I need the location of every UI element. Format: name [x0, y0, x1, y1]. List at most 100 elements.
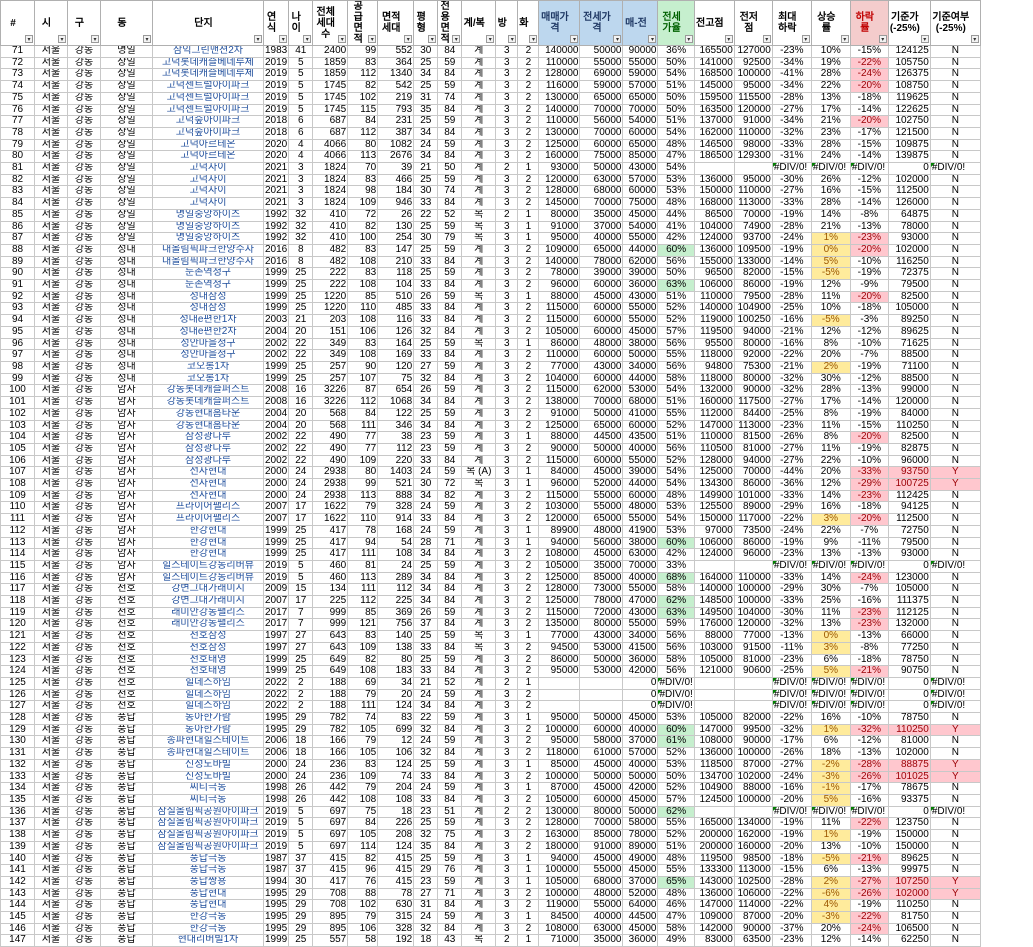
- table-cell[interactable]: 고덕자이: [152, 185, 264, 199]
- table-cell[interactable]: 109000: [693, 911, 735, 924]
- table-cell[interactable]: 133000: [733, 255, 773, 269]
- table-cell[interactable]: 699: [377, 723, 415, 737]
- table-cell[interactable]: 서울: [34, 349, 68, 362]
- table-cell[interactable]: 59: [437, 173, 463, 187]
- table-cell[interactable]: 162000: [693, 126, 735, 140]
- table-cell[interactable]: 2: [517, 840, 540, 854]
- table-cell[interactable]: -15%: [849, 138, 889, 152]
- table-cell[interactable]: -2%: [810, 758, 851, 772]
- table-cell[interactable]: 계: [461, 91, 497, 105]
- table-cell[interactable]: 133: [0, 770, 35, 784]
- table-cell[interactable]: 서울: [34, 115, 68, 128]
- table-cell[interactable]: 45000: [579, 466, 624, 480]
- table-cell[interactable]: 5: [288, 817, 314, 831]
- table-cell[interactable]: 29: [288, 911, 314, 924]
- table-cell[interactable]: 8: [288, 255, 314, 269]
- table-cell[interactable]: 강동롯데캐슬퍼스트: [152, 396, 264, 409]
- table-cell[interactable]: 2: [495, 162, 519, 175]
- table-cell[interactable]: 2938: [312, 478, 349, 491]
- table-cell[interactable]: 33: [413, 513, 439, 526]
- table-cell[interactable]: 계: [461, 407, 497, 421]
- table-cell[interactable]: 강동: [67, 688, 101, 702]
- table-cell[interactable]: 강동: [67, 337, 101, 351]
- table-cell[interactable]: 풍납: [100, 899, 153, 913]
- table-cell[interactable]: 서울: [34, 595, 68, 608]
- table-cell[interactable]: N: [929, 747, 981, 760]
- table-cell[interactable]: 84: [437, 302, 463, 316]
- table-cell[interactable]: 70000: [622, 559, 659, 573]
- table-cell[interactable]: 3: [495, 817, 519, 831]
- table-cell[interactable]: 80: [347, 466, 379, 480]
- table-cell[interactable]: 1%: [810, 232, 851, 245]
- table-cell[interactable]: 4%: [810, 899, 851, 913]
- table-cell[interactable]: 115000: [538, 384, 581, 398]
- table-cell[interactable]: 한강현대: [152, 524, 264, 538]
- table-cell[interactable]: 20: [288, 407, 314, 421]
- table-cell[interactable]: 계: [461, 138, 497, 152]
- table-cell[interactable]: 서울: [34, 255, 68, 269]
- table-cell[interactable]: 139875: [887, 150, 931, 164]
- table-cell[interactable]: 71625: [887, 337, 931, 351]
- table-cell[interactable]: -41%: [771, 68, 812, 82]
- table-cell[interactable]: 3: [495, 372, 519, 386]
- table-cell[interactable]: 79500: [887, 536, 931, 550]
- table-cell[interactable]: 명일중앙하이츠: [152, 220, 264, 234]
- table-cell[interactable]: 3: [495, 454, 519, 468]
- table-cell[interactable]: -19%: [771, 208, 812, 222]
- table-cell[interactable]: 3: [495, 150, 519, 164]
- table-cell[interactable]: 109: [347, 197, 379, 210]
- table-cell[interactable]: 2: [517, 805, 540, 819]
- table-cell[interactable]: 25: [288, 934, 314, 947]
- table-cell[interactable]: 24: [377, 559, 415, 573]
- table-cell[interactable]: #DIV/0!: [849, 162, 889, 175]
- table-cell[interactable]: N: [929, 536, 981, 550]
- table-cell[interactable]: 강동: [67, 208, 101, 222]
- table-cell[interactable]: 88500: [887, 372, 931, 386]
- table-cell[interactable]: 계: [461, 653, 497, 667]
- table-cell[interactable]: 9%: [810, 536, 851, 550]
- table-cell[interactable]: 3: [495, 325, 519, 339]
- table-cell[interactable]: 2: [517, 829, 540, 842]
- table-cell[interactable]: 48%: [657, 138, 695, 152]
- table-cell[interactable]: 88000: [538, 290, 581, 304]
- table-cell[interactable]: 59: [437, 384, 463, 398]
- table-cell[interactable]: 서울: [34, 653, 68, 667]
- table-cell[interactable]: 59: [437, 735, 463, 749]
- table-cell[interactable]: 20: [377, 688, 415, 702]
- table-cell[interactable]: 98: [347, 185, 379, 199]
- table-cell[interactable]: 23: [413, 431, 439, 444]
- table-cell[interactable]: 12%: [810, 279, 851, 292]
- table-cell[interactable]: 2020: [262, 138, 290, 152]
- table-cell[interactable]: 79: [347, 501, 379, 515]
- table-cell[interactable]: 5%: [810, 255, 851, 269]
- table-cell[interactable]: 강동: [67, 466, 101, 480]
- table-cell[interactable]: 강동: [67, 676, 101, 690]
- table-cell[interactable]: 14%: [810, 489, 851, 503]
- table-cell[interactable]: 계: [461, 805, 497, 819]
- table-cell[interactable]: 계: [461, 185, 497, 199]
- table-cell[interactable]: 래미안강동팰리스: [152, 618, 264, 632]
- table-cell[interactable]: 108: [347, 255, 379, 269]
- table-cell[interactable]: 1999: [262, 360, 290, 374]
- table-cell[interactable]: 104: [377, 279, 415, 292]
- table-cell[interactable]: 94000: [538, 536, 581, 550]
- table-cell[interactable]: 암사: [100, 419, 153, 433]
- table-cell[interactable]: 105000: [538, 794, 581, 807]
- table-cell[interactable]: 84: [437, 548, 463, 561]
- table-cell[interactable]: N: [929, 595, 981, 608]
- table-cell[interactable]: 113: [347, 150, 379, 164]
- table-cell[interactable]: 계: [461, 524, 497, 538]
- table-cell[interactable]: 110000: [693, 431, 735, 444]
- filter-dropdown-icon[interactable]: ▾: [724, 35, 733, 43]
- table-cell[interactable]: 계: [461, 372, 497, 386]
- table-cell[interactable]: 63000: [579, 173, 624, 187]
- table-cell[interactable]: 25: [413, 115, 439, 128]
- table-cell[interactable]: 81750: [887, 911, 931, 924]
- table-cell[interactable]: 69: [347, 676, 379, 690]
- table-cell[interactable]: 134700: [693, 770, 735, 784]
- table-cell[interactable]: 37: [413, 618, 439, 632]
- table-cell[interactable]: 55000: [622, 56, 659, 70]
- table-cell[interactable]: 124: [377, 840, 415, 854]
- table-cell[interactable]: -1%: [810, 782, 851, 795]
- table-cell[interactable]: 71: [0, 45, 35, 58]
